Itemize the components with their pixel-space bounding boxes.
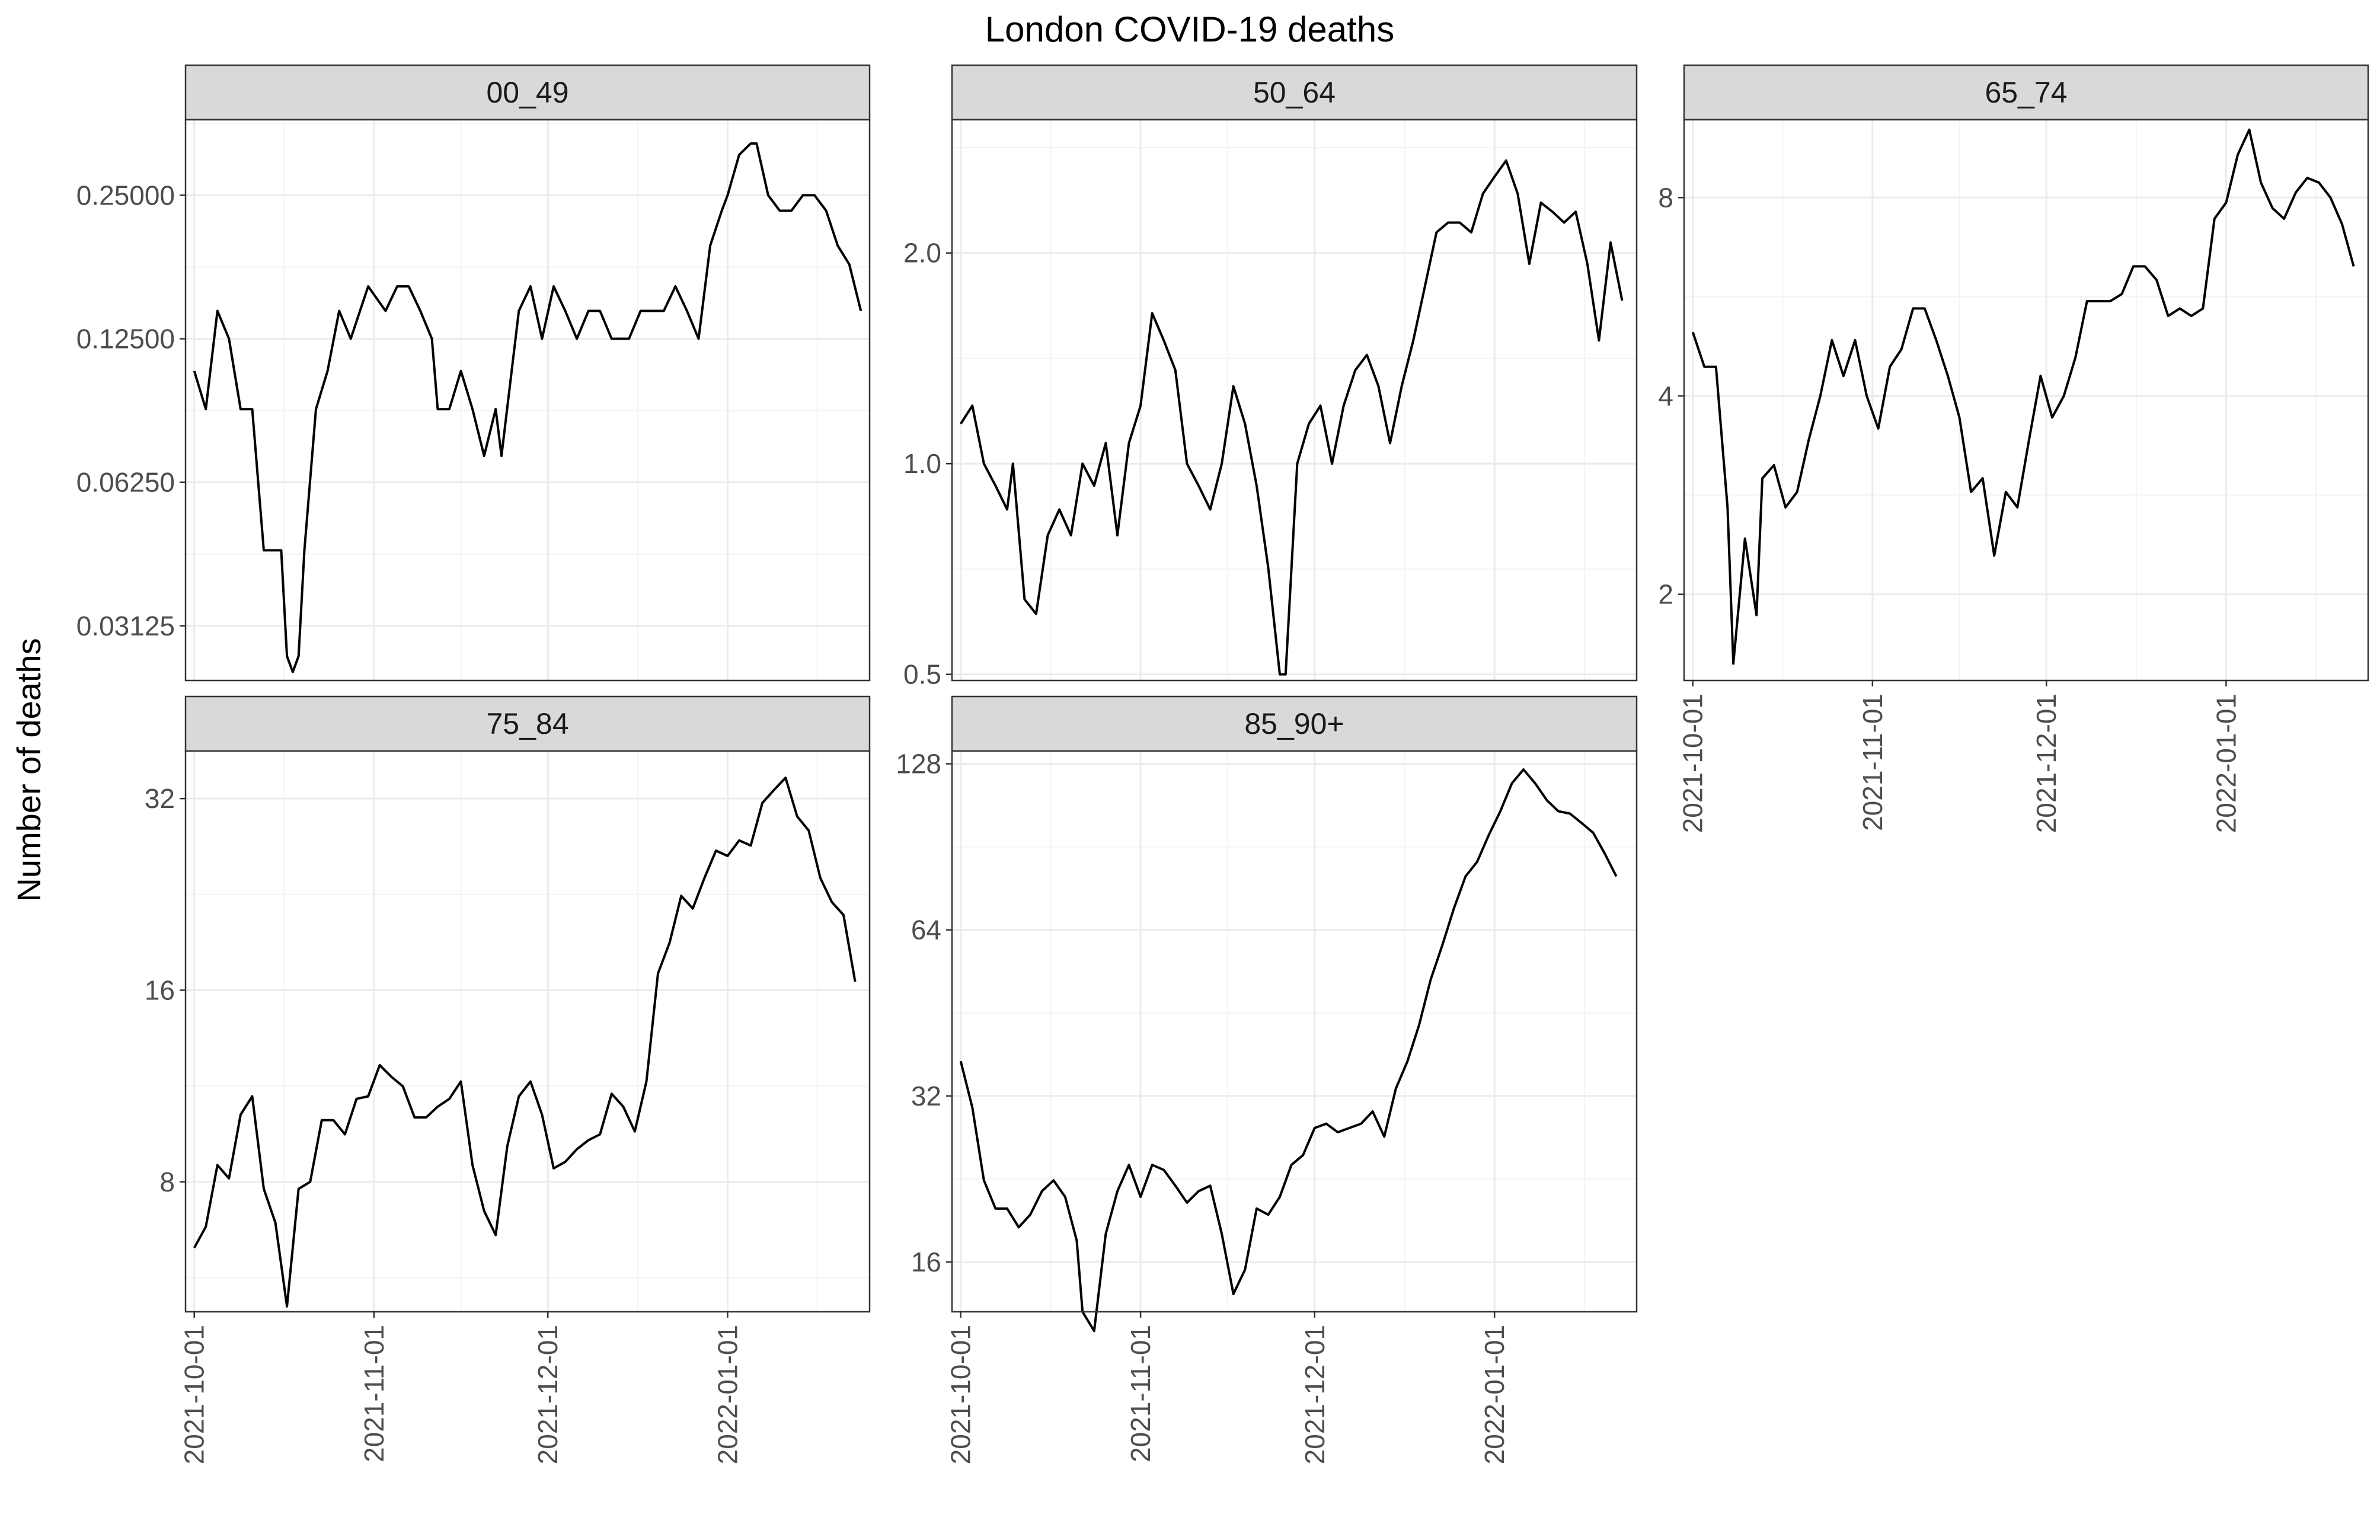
facet-panel: 65_74 2 4 8 2021-10-01 2021-11-01 2021-12-01 20… (1658, 64, 2369, 833)
facet-panels: 00_49 0.03125 0.06250 0.12500 0.25000 50_64 0.… (76, 64, 2369, 1464)
plot-area (952, 120, 1637, 680)
y-tick-label: 0.12500 (76, 324, 175, 354)
plot-area (186, 751, 870, 1312)
y-tick-label: 16 (911, 1247, 941, 1277)
series-line (959, 768, 1618, 1333)
facet-panel: 00_49 0.03125 0.06250 0.12500 0.25000 (76, 64, 871, 682)
panel-border (184, 119, 871, 682)
y-tick-label: 64 (911, 915, 941, 945)
x-tick-label: 2021-12-01 (1299, 1325, 1330, 1464)
y-tick-label: 0.03125 (76, 611, 175, 641)
facet-strip-label: 50_64 (1253, 76, 1336, 109)
facet-strip-label: 75_84 (486, 707, 568, 740)
y-tick-label: 128 (896, 749, 941, 779)
y-tick-label: 32 (145, 783, 175, 814)
facet-strip (951, 64, 1638, 121)
y-tick-label: 8 (1658, 182, 1673, 213)
x-tick-label: 2021-11-01 (359, 1325, 389, 1462)
y-axis-label: Number of deaths (10, 638, 47, 902)
y-tick-label: 0.25000 (76, 180, 175, 210)
panel-border (184, 750, 871, 1313)
x-tick-label: 2021-11-01 (1125, 1325, 1156, 1462)
chart-title: London COVID-19 deaths (985, 9, 1394, 49)
facet-panel: 75_84 8 16 32 2021-10-01 2021-11-01 2021-12-01… (145, 695, 871, 1464)
x-tick-label: 2021-12-01 (532, 1325, 563, 1464)
facet-panel: 85_90+ 16 32 64 128 2021-10-01 2021-11-01 2021-… (896, 695, 1638, 1464)
series-line (960, 159, 1624, 676)
y-tick-label: 32 (911, 1081, 941, 1111)
series-line (193, 142, 862, 673)
y-tick-label: 0.5 (903, 659, 941, 690)
plot-area (1684, 120, 2368, 680)
y-tick-label: 8 (159, 1167, 175, 1197)
y-tick-label: 4 (1658, 381, 1673, 411)
y-tick-label: 16 (145, 975, 175, 1005)
facet-strip (184, 64, 871, 121)
y-tick-label: 1.0 (903, 448, 941, 479)
facet-strip-label: 85_90+ (1244, 707, 1344, 740)
y-tick-label: 2 (1658, 579, 1673, 610)
facet-panel: 50_64 0.5 1.0 2.0 (903, 64, 1638, 690)
y-tick-label: 2.0 (903, 238, 941, 269)
x-tick-label: 2021-10-01 (945, 1325, 976, 1464)
series-line (1691, 128, 2355, 665)
panel-border (1683, 119, 2369, 682)
y-tick-label: 0.06250 (76, 467, 175, 498)
x-tick-label: 2021-10-01 (179, 1325, 210, 1464)
x-tick-label: 2021-12-01 (2031, 694, 2062, 833)
facet-strip-label: 65_74 (1985, 76, 2067, 109)
plot-area (952, 751, 1637, 1312)
x-tick-label: 2021-10-01 (1678, 694, 1708, 833)
panel-border (951, 750, 1638, 1313)
series-line (193, 777, 857, 1308)
facet-strip-label: 00_49 (486, 76, 568, 109)
x-tick-label: 2022-01-01 (712, 1325, 743, 1464)
plot-area (186, 120, 870, 680)
facet-strip (1683, 64, 2369, 121)
panel-border (951, 119, 1638, 682)
x-tick-label: 2022-01-01 (2210, 694, 2241, 833)
facet-strip (184, 695, 871, 752)
x-tick-label: 2022-01-01 (1479, 1325, 1510, 1464)
x-tick-label: 2021-11-01 (1857, 694, 1888, 831)
facet-strip (951, 695, 1638, 752)
